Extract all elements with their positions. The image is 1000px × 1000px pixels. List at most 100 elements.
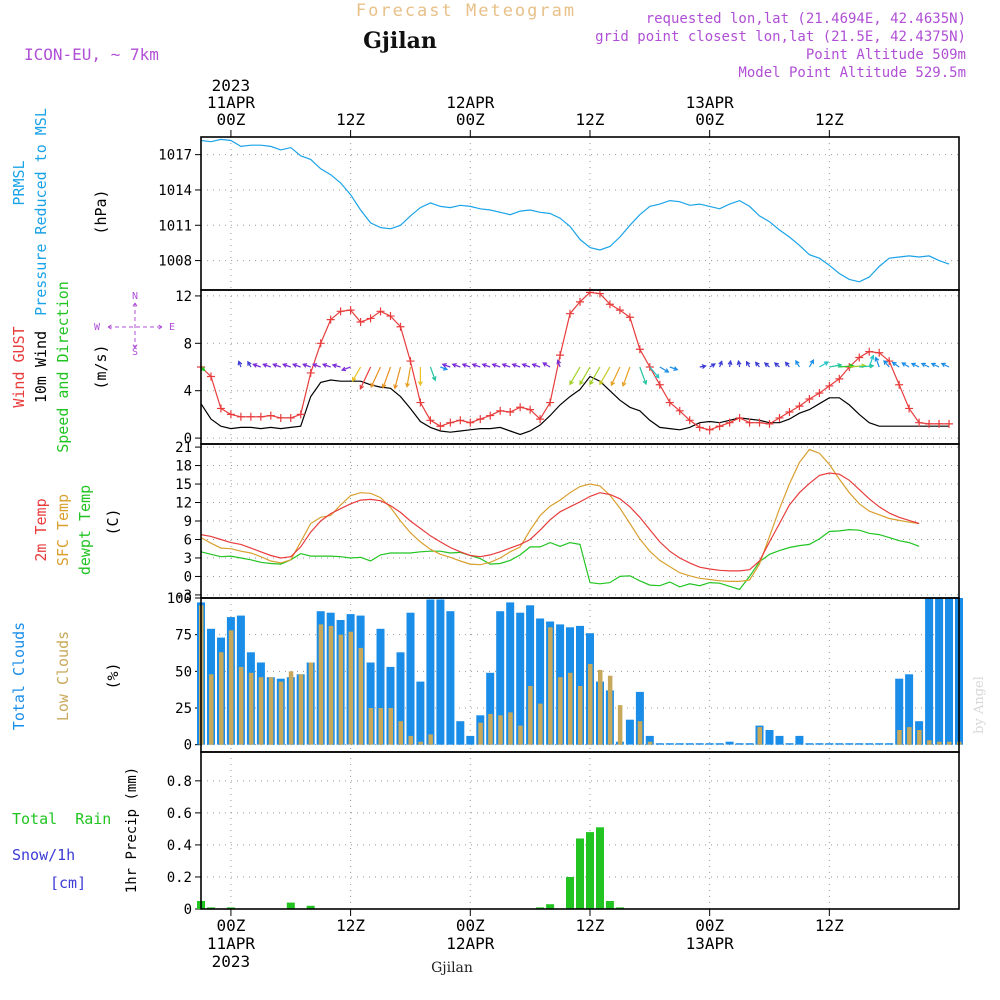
- wind-arrow: [501, 363, 511, 368]
- top-time-label: 12Z: [576, 110, 605, 129]
- point-altitude: Point Altitude 509m: [806, 47, 966, 63]
- bottom-time-label: 00Z: [695, 916, 724, 935]
- wind-gust-point: [735, 413, 744, 422]
- compass-s: S: [132, 347, 138, 358]
- wind-gust-point: [526, 405, 535, 414]
- total-cloud-bar: [436, 599, 445, 745]
- t2m-line: [200, 472, 920, 572]
- compass-e: E: [169, 322, 175, 333]
- rain-bar: [586, 832, 594, 909]
- wind-gust-point: [895, 380, 904, 389]
- total-cloud-bar: [715, 743, 724, 745]
- temp-tick-label: 15: [175, 477, 192, 493]
- clouds-tick-label: 25: [175, 701, 192, 717]
- total-rain-label: Total Rain: [12, 810, 111, 828]
- clouds-tick-label: 50: [175, 664, 192, 680]
- wind-arrow: [727, 359, 733, 368]
- wind-arrow: [589, 366, 601, 386]
- total-cloud-bar: [506, 602, 515, 745]
- top-time-label: 13APR: [686, 93, 735, 112]
- wind-gust-point: [725, 418, 734, 427]
- total-cloud-bar: [725, 741, 734, 745]
- wind-gust-point: [805, 394, 814, 403]
- wind-arrow: [610, 366, 621, 387]
- gridpoint-coords: grid point closest lon,lat (21.5E, 42.43…: [595, 29, 966, 45]
- total-cloud-bar: [635, 691, 644, 745]
- rain-bar: [596, 827, 604, 909]
- wind-speed-dir-label: Speed and Direction: [54, 281, 72, 453]
- snow-label: Snow/1h: [12, 846, 75, 864]
- wind-gust-label: Wind GUST: [10, 326, 28, 407]
- wind-arrow: [302, 363, 311, 368]
- wind-arrow: [639, 366, 648, 386]
- low-cloud-bar: [258, 677, 264, 745]
- wind-arrow: [405, 366, 411, 388]
- wind-gust-point: [486, 411, 495, 420]
- pressure-tick-label: 1014: [158, 183, 192, 199]
- low-cloud-bar: [348, 631, 354, 745]
- wind-gust-point: [216, 404, 225, 413]
- bottom-time-label: 13APR: [686, 934, 735, 953]
- wind-arrow: [441, 363, 451, 368]
- top-time-label: 2023: [212, 76, 251, 95]
- total-cloud-bar: [795, 735, 804, 745]
- wind-arrow: [331, 363, 341, 369]
- bottom-time-label: 12Z: [336, 916, 365, 935]
- low-cloud-bar: [757, 727, 762, 745]
- total-cloud-bar: [775, 735, 784, 745]
- wind-gust-point: [755, 418, 764, 427]
- sfc-temp-line: [200, 448, 920, 583]
- wind-gust-point: [715, 422, 724, 431]
- wind-gust-point: [695, 423, 704, 432]
- low-cloud-bar: [518, 725, 523, 745]
- wind-speed-line: [200, 375, 949, 436]
- wind-gust-point: [386, 312, 395, 321]
- temp-tick-label: 6: [184, 532, 192, 548]
- total-cloud-bar: [815, 743, 824, 745]
- total-cloud-bar: [765, 730, 774, 745]
- wind-gust-point: [516, 403, 525, 412]
- wind-gust-point: [635, 345, 644, 354]
- rain-bar: [566, 877, 574, 909]
- wind-arrow: [359, 366, 372, 390]
- low-cloud-bar: [408, 735, 413, 745]
- wind-arrow: [569, 366, 581, 386]
- precip-tick-label: 0.2: [167, 870, 192, 886]
- wind-arrow: [808, 359, 815, 368]
- wind-arrow: [746, 360, 751, 368]
- low-cloud-bar: [598, 669, 603, 745]
- wind-gust-point: [376, 307, 385, 316]
- low-cloud-bar: [428, 734, 433, 745]
- wind-arrow: [669, 366, 679, 371]
- low-cloud-bar: [617, 705, 623, 745]
- wind-gust-point: [705, 425, 714, 434]
- low-cloud-bar: [548, 627, 553, 745]
- wind-arrow: [773, 362, 780, 368]
- total-cloud-bar: [825, 743, 834, 745]
- temp-panel: 21 18 15 12 9 6 3 0 -3: [175, 440, 959, 604]
- wind-unit-label: (m/s): [92, 344, 110, 389]
- wind-gust-point: [446, 418, 455, 427]
- wind-arrow: [868, 354, 875, 368]
- wind-gust-point: [675, 406, 684, 415]
- wind-gust-point: [825, 381, 834, 390]
- wind-arrow: [599, 366, 611, 386]
- bottom-time-label: 00Z: [456, 916, 485, 935]
- wind-arrow: [736, 359, 742, 368]
- wind-gust-point: [286, 413, 295, 422]
- t2m-label: 2m Temp: [32, 498, 50, 561]
- low-cloud-bar: [209, 674, 214, 745]
- wind-gust-point: [326, 315, 335, 324]
- total-cloud-bar: [446, 611, 455, 745]
- precip-tick-label: 0: [184, 902, 192, 918]
- wind-arrow: [461, 363, 471, 368]
- total-cloud-bar: [705, 743, 714, 745]
- wind-arrow: [340, 366, 351, 372]
- wind-arrow: [795, 359, 800, 368]
- total-cloud-bar: [885, 743, 894, 745]
- wind-gust-point: [356, 317, 365, 326]
- bottom-time-label: 11APR: [207, 934, 256, 953]
- total-cloud-bar: [805, 743, 814, 745]
- wind-gust-point: [556, 351, 565, 360]
- total-cloud-bar: [625, 719, 634, 745]
